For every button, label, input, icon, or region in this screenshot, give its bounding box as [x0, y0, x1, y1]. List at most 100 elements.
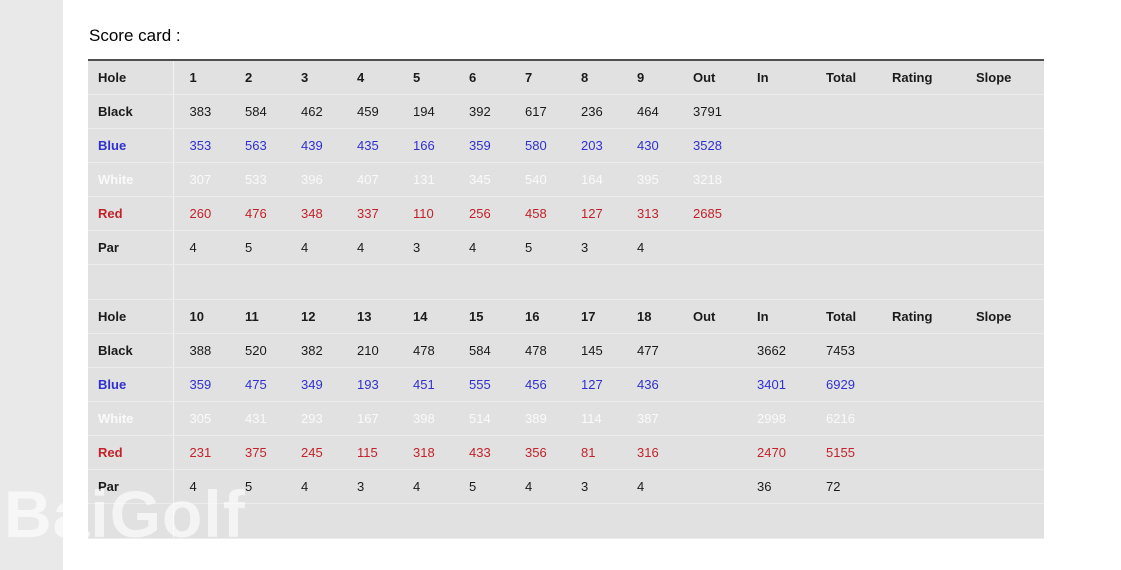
column-header: 6 — [453, 60, 509, 95]
score-cell — [960, 367, 1044, 402]
score-cell: 81 — [565, 435, 621, 470]
score-cell — [810, 94, 876, 129]
score-cell: 382 — [285, 333, 341, 368]
score-cell: 313 — [621, 196, 677, 231]
score-cell: 398 — [397, 401, 453, 436]
score-cell: 456 — [509, 367, 565, 402]
column-header: 3 — [285, 60, 341, 95]
back-nine-row-par: Par 4 5 4 3 4 5 4 3 4 36 72 — [88, 469, 1044, 504]
score-cell — [741, 230, 810, 265]
score-cell: 114 — [565, 401, 621, 436]
score-cell — [677, 230, 741, 265]
left-margin-strip — [0, 0, 63, 570]
front-nine-row-white: White 307 533 396 407 131 345 540 164 395 3218 — [88, 162, 1044, 197]
score-cell: 451 — [397, 367, 453, 402]
score-cell: 166 — [397, 128, 453, 163]
column-header: In — [741, 60, 810, 95]
score-cell: 5 — [509, 230, 565, 265]
tee-label: Par — [88, 469, 174, 504]
score-cell — [677, 367, 741, 402]
column-header: Hole — [88, 299, 174, 334]
column-header: Out — [677, 299, 741, 334]
score-cell — [960, 196, 1044, 231]
back-nine-row-red: Red 231 375 245 115 318 433 356 81 316 2470 5155 — [88, 435, 1044, 470]
front-nine-row-black: Black 383 584 462 459 194 392 617 236 464 3791 — [88, 94, 1044, 129]
score-cell — [876, 94, 960, 129]
score-cell — [677, 469, 741, 504]
scorecard-table: Hole 1 2 3 4 5 6 7 8 9 Out In Total Rating Slope Black 3… — [88, 59, 1044, 539]
score-cell: 345 — [453, 162, 509, 197]
score-cell: 388 — [173, 333, 229, 368]
score-cell: 3 — [565, 469, 621, 504]
score-cell — [876, 367, 960, 402]
score-cell — [960, 162, 1044, 197]
score-cell: 4 — [453, 230, 509, 265]
column-header: Total — [810, 60, 876, 95]
score-cell: 392 — [453, 94, 509, 129]
column-header: 18 — [621, 299, 677, 334]
column-header: 5 — [397, 60, 453, 95]
score-cell: 407 — [341, 162, 397, 197]
tee-label: Blue — [88, 128, 174, 163]
score-cell: 4 — [341, 230, 397, 265]
column-header: Total — [810, 299, 876, 334]
score-cell: 245 — [285, 435, 341, 470]
column-header: 2 — [229, 60, 285, 95]
score-cell: 476 — [229, 196, 285, 231]
score-cell: 260 — [173, 196, 229, 231]
score-cell: 477 — [621, 333, 677, 368]
column-header: Rating — [876, 299, 960, 334]
tee-label: Black — [88, 333, 174, 368]
score-cell: 431 — [229, 401, 285, 436]
score-cell — [741, 196, 810, 231]
score-cell — [677, 401, 741, 436]
score-cell: 4 — [621, 230, 677, 265]
score-cell: 72 — [810, 469, 876, 504]
column-header: Out — [677, 60, 741, 95]
score-cell — [876, 230, 960, 265]
tee-label: Red — [88, 435, 174, 470]
score-cell: 433 — [453, 435, 509, 470]
score-cell: 478 — [509, 333, 565, 368]
score-cell: 2685 — [677, 196, 741, 231]
tee-label: Red — [88, 196, 174, 231]
score-cell: 194 — [397, 94, 453, 129]
score-cell: 5 — [229, 469, 285, 504]
column-header: 10 — [173, 299, 229, 334]
score-cell: 127 — [565, 196, 621, 231]
score-cell: 584 — [453, 333, 509, 368]
score-cell: 3791 — [677, 94, 741, 129]
back-nine-row-white: White 305 431 293 167 398 514 389 114 387 2998 6216 — [88, 401, 1044, 436]
score-cell: 584 — [229, 94, 285, 129]
score-cell — [876, 196, 960, 231]
score-cell: 145 — [565, 333, 621, 368]
score-cell: 356 — [509, 435, 565, 470]
score-cell: 256 — [453, 196, 509, 231]
front-nine-row-blue: Blue 353 563 439 435 166 359 580 203 430 3528 — [88, 128, 1044, 163]
score-cell: 127 — [565, 367, 621, 402]
score-cell — [810, 230, 876, 265]
score-cell: 7453 — [810, 333, 876, 368]
score-cell — [876, 162, 960, 197]
score-cell — [960, 435, 1044, 470]
score-cell: 353 — [173, 128, 229, 163]
score-cell: 110 — [397, 196, 453, 231]
score-cell: 231 — [173, 435, 229, 470]
score-cell — [810, 162, 876, 197]
column-header: In — [741, 299, 810, 334]
score-cell: 2470 — [741, 435, 810, 470]
score-cell: 387 — [621, 401, 677, 436]
score-cell: 383 — [173, 94, 229, 129]
tee-label: White — [88, 162, 174, 197]
column-header: 13 — [341, 299, 397, 334]
spacer-row — [88, 264, 1044, 300]
column-header: 7 — [509, 60, 565, 95]
score-cell: 4 — [285, 469, 341, 504]
spacer-row — [88, 503, 1044, 539]
front-nine-row-par: Par 4 5 4 4 3 4 5 3 4 — [88, 230, 1044, 265]
score-cell: 359 — [173, 367, 229, 402]
column-header: 11 — [229, 299, 285, 334]
column-header: 16 — [509, 299, 565, 334]
score-cell: 36 — [741, 469, 810, 504]
score-cell: 236 — [565, 94, 621, 129]
